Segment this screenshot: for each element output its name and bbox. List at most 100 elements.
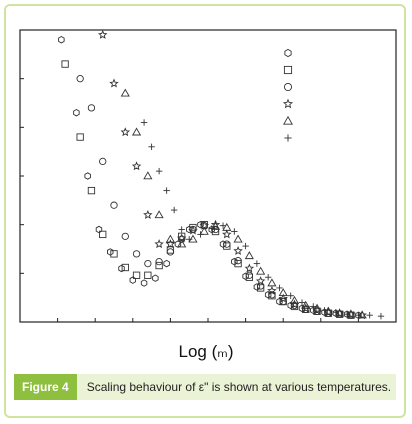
- data-point-circle: [178, 235, 186, 243]
- data-point-hexagon: [287, 301, 294, 310]
- data-point-circle: [87, 104, 96, 112]
- data-point-star: [255, 276, 266, 286]
- data-point-triangle: [323, 306, 333, 315]
- figure-caption: Figure 4 Scaling behaviour of ε" is show…: [14, 374, 396, 400]
- data-point-square: [87, 186, 96, 195]
- plot-frame: [19, 29, 397, 323]
- data-point-circle: [110, 201, 118, 209]
- data-point-star: [120, 127, 131, 137]
- data-point-triangle: [143, 171, 153, 180]
- caption-text: Scaling behaviour of ε" is shown at vari…: [86, 380, 392, 394]
- data-point-circle: [76, 75, 84, 83]
- data-point-plus: [355, 311, 362, 319]
- data-point-triangle: [301, 300, 311, 309]
- data-point-circle: [144, 259, 152, 268]
- data-point-square: [61, 60, 69, 68]
- data-point-triangle: [357, 310, 367, 319]
- data-point-circle: [245, 271, 254, 279]
- data-point-triangle: [177, 239, 187, 248]
- data-point-plus: [377, 312, 385, 320]
- data-point-hexagon: [242, 272, 249, 280]
- data-point-star: [210, 219, 221, 229]
- data-point-plus: [253, 260, 261, 267]
- data-point-star: [109, 78, 119, 88]
- data-point-star: [131, 161, 142, 171]
- data-point-square: [76, 133, 84, 141]
- data-point-plus: [186, 236, 193, 243]
- data-point-square: [155, 261, 163, 270]
- data-point-star: [154, 239, 164, 249]
- data-point-square: [234, 259, 242, 268]
- data-point-triangle: [188, 234, 198, 243]
- data-point-plus: [178, 226, 185, 233]
- legend-entry-triangle: [283, 115, 293, 125]
- data-point-triangle: [222, 222, 232, 231]
- figure-frame: [4, 4, 406, 418]
- data-point-hexagon: [58, 36, 65, 44]
- data-point-star: [346, 309, 356, 319]
- chart-marks: [58, 29, 385, 320]
- data-point-star: [165, 239, 176, 249]
- data-point-triangle: [199, 226, 209, 235]
- data-point-circle: [302, 305, 310, 313]
- data-point-plus: [310, 303, 317, 310]
- data-point-plus: [208, 225, 215, 232]
- data-point-plus: [276, 284, 283, 292]
- data-point-plus: [332, 309, 340, 316]
- data-point-circle: [290, 301, 299, 310]
- data-point-hexagon: [118, 264, 125, 273]
- legend-entry-star: [282, 98, 294, 109]
- data-point-square: [132, 271, 141, 279]
- data-point-plus: [148, 143, 155, 150]
- series-plus: [140, 119, 385, 320]
- data-point-square: [144, 271, 152, 279]
- chart-axes: [19, 29, 397, 323]
- legend-entry-circle: [283, 82, 293, 92]
- data-point-square: [256, 284, 265, 292]
- figure-number: Figure 4: [14, 374, 77, 400]
- data-point-plus: [284, 134, 292, 142]
- data-point-square: [110, 250, 118, 258]
- data-point-square: [283, 65, 293, 75]
- data-point-triangle: [154, 210, 164, 219]
- data-point-plus: [231, 228, 238, 235]
- data-point-plus: [155, 167, 163, 175]
- x-axis-label: Log (ₘ): [178, 342, 234, 361]
- data-point-square: [166, 246, 175, 254]
- data-point-triangle: [244, 251, 254, 260]
- data-point-plus: [366, 311, 373, 319]
- data-point-circle: [155, 258, 163, 266]
- data-point-plus: [321, 307, 328, 314]
- data-point-triangle: [335, 308, 345, 317]
- legend-entry-plus: [284, 134, 292, 142]
- data-point-plus: [298, 299, 306, 306]
- data-point-hexagon: [231, 257, 238, 266]
- data-point-star: [278, 293, 288, 303]
- data-point-triangle: [210, 221, 221, 230]
- data-point-hexagon: [253, 283, 261, 291]
- data-point-hexagon: [152, 274, 159, 282]
- data-point-triangle: [267, 278, 277, 287]
- series-star: [98, 29, 367, 320]
- data-point-plus: [242, 242, 249, 250]
- legend-entry-square: [283, 65, 293, 75]
- data-point-circle: [268, 291, 276, 299]
- data-point-square: [189, 223, 197, 232]
- data-point-star: [143, 209, 153, 219]
- data-point-plus: [264, 274, 272, 281]
- data-point-plus: [343, 311, 351, 318]
- data-point-triangle: [233, 234, 243, 243]
- data-point-triangle: [120, 88, 130, 97]
- data-point-star: [244, 263, 255, 273]
- data-point-plus: [170, 206, 178, 214]
- data-point-triangle: [165, 234, 175, 243]
- data-point-square: [245, 273, 254, 281]
- data-point-star: [222, 229, 232, 239]
- data-point-star: [233, 245, 243, 255]
- data-point-star: [188, 225, 198, 235]
- data-point-square: [121, 263, 129, 272]
- data-point-square: [223, 242, 231, 250]
- data-point-triangle: [312, 303, 322, 312]
- data-point-circle: [121, 232, 129, 240]
- data-point-circle: [234, 257, 242, 265]
